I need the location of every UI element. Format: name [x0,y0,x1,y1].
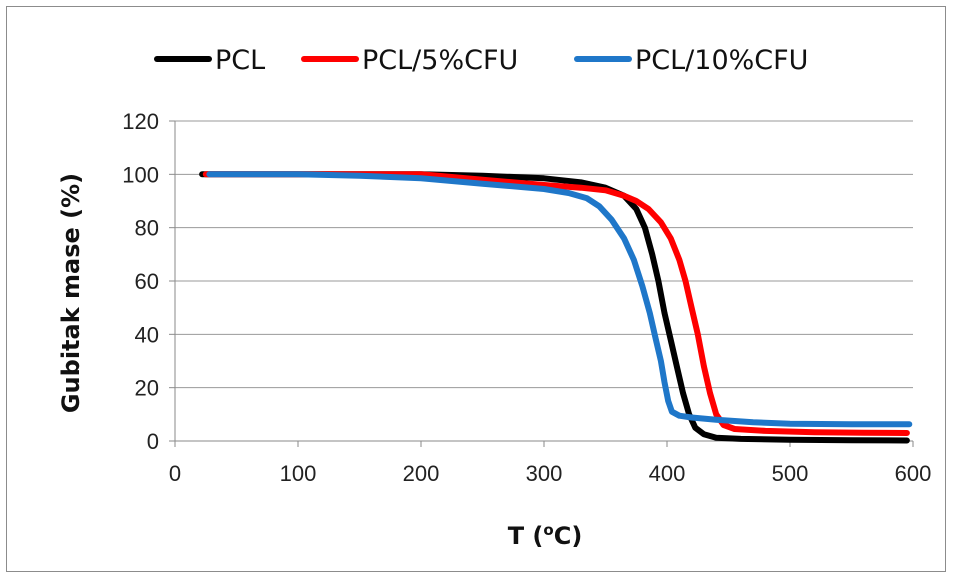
x-tick-label: 200 [403,461,440,486]
y-tick-label: 80 [135,216,159,241]
axes [169,120,914,447]
x-axis-title: T (oC) [508,521,583,550]
y-tick-label: 0 [147,429,159,454]
y-tick-label: 120 [122,109,159,134]
x-tick-label: 0 [169,461,181,486]
series-line-pcl-10-cfu [206,171,913,428]
x-tick-label: 400 [649,461,686,486]
series-lines [199,171,913,444]
x-tick-label: 500 [772,461,809,486]
y-tick-label: 100 [122,162,159,187]
x-tick-label: 100 [280,461,317,486]
legend-label: PCL/5%CFU [362,45,518,76]
tick-labels: 0 100 200 300 400 500 600 0 20 40 60 80 100 120 [122,109,931,486]
x-tick-label: 300 [526,461,563,486]
y-tick-label: 60 [135,269,159,294]
legend: PCL PCL/5%CFU PCL/10%CFU [154,45,808,76]
x-tick-label: 600 [895,461,932,486]
legend-label: PCL [215,45,265,76]
y-tick-label: 40 [135,322,159,347]
gridlines [175,120,913,389]
series-line-pcl [199,171,910,444]
legend-label: PCL/10%CFU [635,45,808,76]
chart-frame: 0 100 200 300 400 500 600 0 20 40 60 80 100 120 PCL PC… [6,6,946,572]
y-axis-title: Gubitak mase (%) [57,173,85,413]
series-line-pcl-5-cfu [202,171,910,436]
y-tick-label: 20 [135,376,159,401]
